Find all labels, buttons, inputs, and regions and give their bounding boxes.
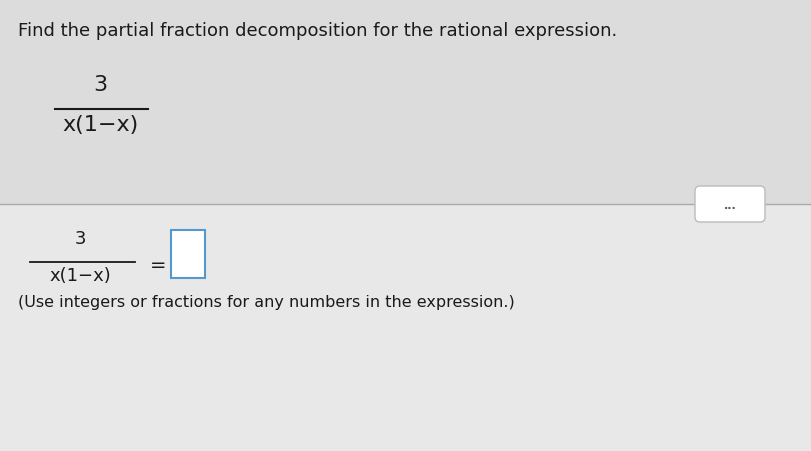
Text: x(1−x): x(1−x): [49, 267, 111, 285]
Text: (Use integers or fractions for any numbers in the expression.): (Use integers or fractions for any numbe…: [18, 295, 514, 309]
Bar: [0, 205, 811, 451]
Text: ...: ...: [723, 201, 736, 211]
Bar: [0, 0, 811, 205]
FancyBboxPatch shape: [171, 230, 204, 278]
Text: x(1−x): x(1−x): [62, 115, 138, 135]
FancyBboxPatch shape: [694, 187, 764, 222]
Text: Find the partial fraction decomposition for the rational expression.: Find the partial fraction decomposition …: [18, 22, 616, 40]
Text: =: =: [150, 255, 166, 274]
Text: 3: 3: [74, 230, 86, 248]
Text: 3: 3: [92, 75, 107, 95]
